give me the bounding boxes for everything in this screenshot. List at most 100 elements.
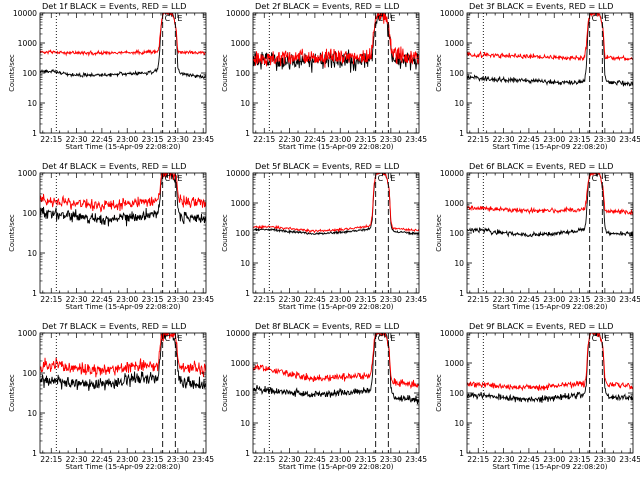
y-tick-label: 100 xyxy=(236,389,251,398)
x-tick-label: 23:15 xyxy=(569,135,591,144)
y-tick-label: 1000 xyxy=(231,39,250,48)
chart-panel-4: Det 4f BLACK = Events, RED = LLD Counts/s… xyxy=(8,161,214,311)
x-tick-label: 23:45 xyxy=(619,135,640,144)
y-axis-label: Counts/sec xyxy=(435,54,443,92)
y-axis-label: Counts/sec xyxy=(8,54,16,92)
y-tick-label: 1 xyxy=(245,449,250,458)
y-tick-label: 10 xyxy=(27,409,37,418)
y-tick-label: 1000 xyxy=(231,359,250,368)
x-tick-label: 23:30 xyxy=(594,135,616,144)
marker-label-c: C xyxy=(165,14,171,23)
y-tick-label: 1 xyxy=(32,129,37,138)
y-axis-label: Counts/sec xyxy=(8,374,16,412)
x-axis-label: Start Time (15-Apr-09 22:08:20) xyxy=(492,462,607,471)
x-axis-label: Start Time (15-Apr-09 22:08:20) xyxy=(65,302,180,311)
x-tick-label: 23:15 xyxy=(142,295,164,304)
x-tick-label: 23:15 xyxy=(142,135,164,144)
marker-label-c: C xyxy=(165,174,171,183)
x-tick-label: 22:15 xyxy=(253,295,275,304)
y-tick-label: 10 xyxy=(240,419,250,428)
plot-frame xyxy=(466,12,634,134)
chart-title: Det 4f BLACK = Events, RED = LLD xyxy=(42,161,186,171)
x-axis-label: Start Time (15-Apr-09 22:08:20) xyxy=(65,142,180,151)
x-tick-label: 22:30 xyxy=(493,455,515,464)
x-tick-label: 22:15 xyxy=(467,295,489,304)
y-tick-label: 1 xyxy=(459,129,464,138)
y-tick-label: 100 xyxy=(23,369,38,378)
marker-label-e: E xyxy=(177,334,182,343)
y-tick-label: 10 xyxy=(240,99,250,108)
x-tick-label: 22:30 xyxy=(493,295,515,304)
y-tick-label: 1000 xyxy=(18,329,37,338)
x-tick-label: 23:00 xyxy=(543,135,565,144)
x-tick-label: 22:45 xyxy=(91,455,113,464)
x-tick-label: 23:00 xyxy=(329,295,351,304)
x-tick-label: 22:15 xyxy=(40,455,62,464)
x-tick-label: 23:45 xyxy=(405,135,427,144)
y-axis-label: Counts/sec xyxy=(435,374,443,412)
y-tick-label: 1000 xyxy=(18,169,37,178)
x-tick-label: 22:45 xyxy=(304,455,326,464)
y-tick-label: 1 xyxy=(32,449,37,458)
series-events-line xyxy=(40,173,206,227)
y-tick-label: 1000 xyxy=(445,199,464,208)
x-tick-label: 23:30 xyxy=(594,455,616,464)
marker-label-e: E xyxy=(604,174,609,183)
chart-title: Det 3f BLACK = Events, RED = LLD xyxy=(469,1,613,11)
series-events-line xyxy=(467,13,633,87)
chart-panel-3: Det 3f BLACK = Events, RED = LLD Counts/s… xyxy=(435,1,640,151)
chart-title: Det 1f BLACK = Events, RED = LLD xyxy=(42,1,186,11)
marker-label-e: E xyxy=(177,174,182,183)
x-axis-label: Start Time (15-Apr-09 22:08:20) xyxy=(278,302,393,311)
x-tick-label: 23:45 xyxy=(405,295,427,304)
series-lld-line xyxy=(253,333,419,390)
y-tick-label: 100 xyxy=(23,209,38,218)
y-tick-label: 100 xyxy=(23,69,38,78)
y-tick-label: 10000 xyxy=(440,9,464,18)
series-events-line xyxy=(253,333,419,405)
marker-label-e: E xyxy=(604,334,609,343)
x-axis-label: Start Time (15-Apr-09 22:08:20) xyxy=(278,462,393,471)
plot-frame xyxy=(466,332,634,454)
chart-title: Det 9f BLACK = Events, RED = LLD xyxy=(469,321,613,331)
y-tick-label: 10000 xyxy=(440,329,464,338)
y-axis-label: Counts/sec xyxy=(435,214,443,252)
marker-label-c: C xyxy=(592,14,598,23)
y-axis-label: Counts/sec xyxy=(221,374,229,412)
marker-label-c: C xyxy=(378,14,384,23)
y-tick-label: 1 xyxy=(245,289,250,298)
chart-title: Det 5f BLACK = Events, RED = LLD xyxy=(255,161,399,171)
y-tick-label: 100 xyxy=(236,229,251,238)
chart-title: Det 6f BLACK = Events, RED = LLD xyxy=(469,161,613,171)
series-events-line xyxy=(40,333,206,391)
y-tick-label: 10 xyxy=(454,99,464,108)
x-tick-label: 23:30 xyxy=(167,295,189,304)
marker-label-c: C xyxy=(378,334,384,343)
x-tick-label: 23:00 xyxy=(543,455,565,464)
y-tick-label: 100 xyxy=(450,389,465,398)
x-tick-label: 23:00 xyxy=(329,135,351,144)
x-tick-label: 23:00 xyxy=(116,455,138,464)
x-axis-label: Start Time (15-Apr-09 22:08:20) xyxy=(278,142,393,151)
x-axis-label: Start Time (15-Apr-09 22:08:20) xyxy=(492,142,607,151)
marker-label-c: C xyxy=(378,174,384,183)
x-tick-label: 22:15 xyxy=(467,135,489,144)
x-tick-label: 23:15 xyxy=(569,455,591,464)
x-tick-label: 23:00 xyxy=(116,295,138,304)
x-tick-label: 23:45 xyxy=(192,295,214,304)
x-tick-label: 23:15 xyxy=(142,455,164,464)
marker-label-c: C xyxy=(165,334,171,343)
series-lld-line xyxy=(40,173,206,213)
series-lld-line xyxy=(467,173,633,215)
x-tick-label: 22:30 xyxy=(493,135,515,144)
x-tick-label: 23:00 xyxy=(116,135,138,144)
chart-title: Det 8f BLACK = Events, RED = LLD xyxy=(255,321,399,331)
x-tick-label: 23:15 xyxy=(355,455,377,464)
plot-frame xyxy=(39,172,207,294)
y-tick-label: 10 xyxy=(27,99,37,108)
x-tick-label: 22:45 xyxy=(91,135,113,144)
y-axis-label: Counts/sec xyxy=(221,54,229,92)
x-tick-label: 22:15 xyxy=(253,455,275,464)
plot-frame xyxy=(39,332,207,454)
chart-title: Det 7f BLACK = Events, RED = LLD xyxy=(42,321,186,331)
